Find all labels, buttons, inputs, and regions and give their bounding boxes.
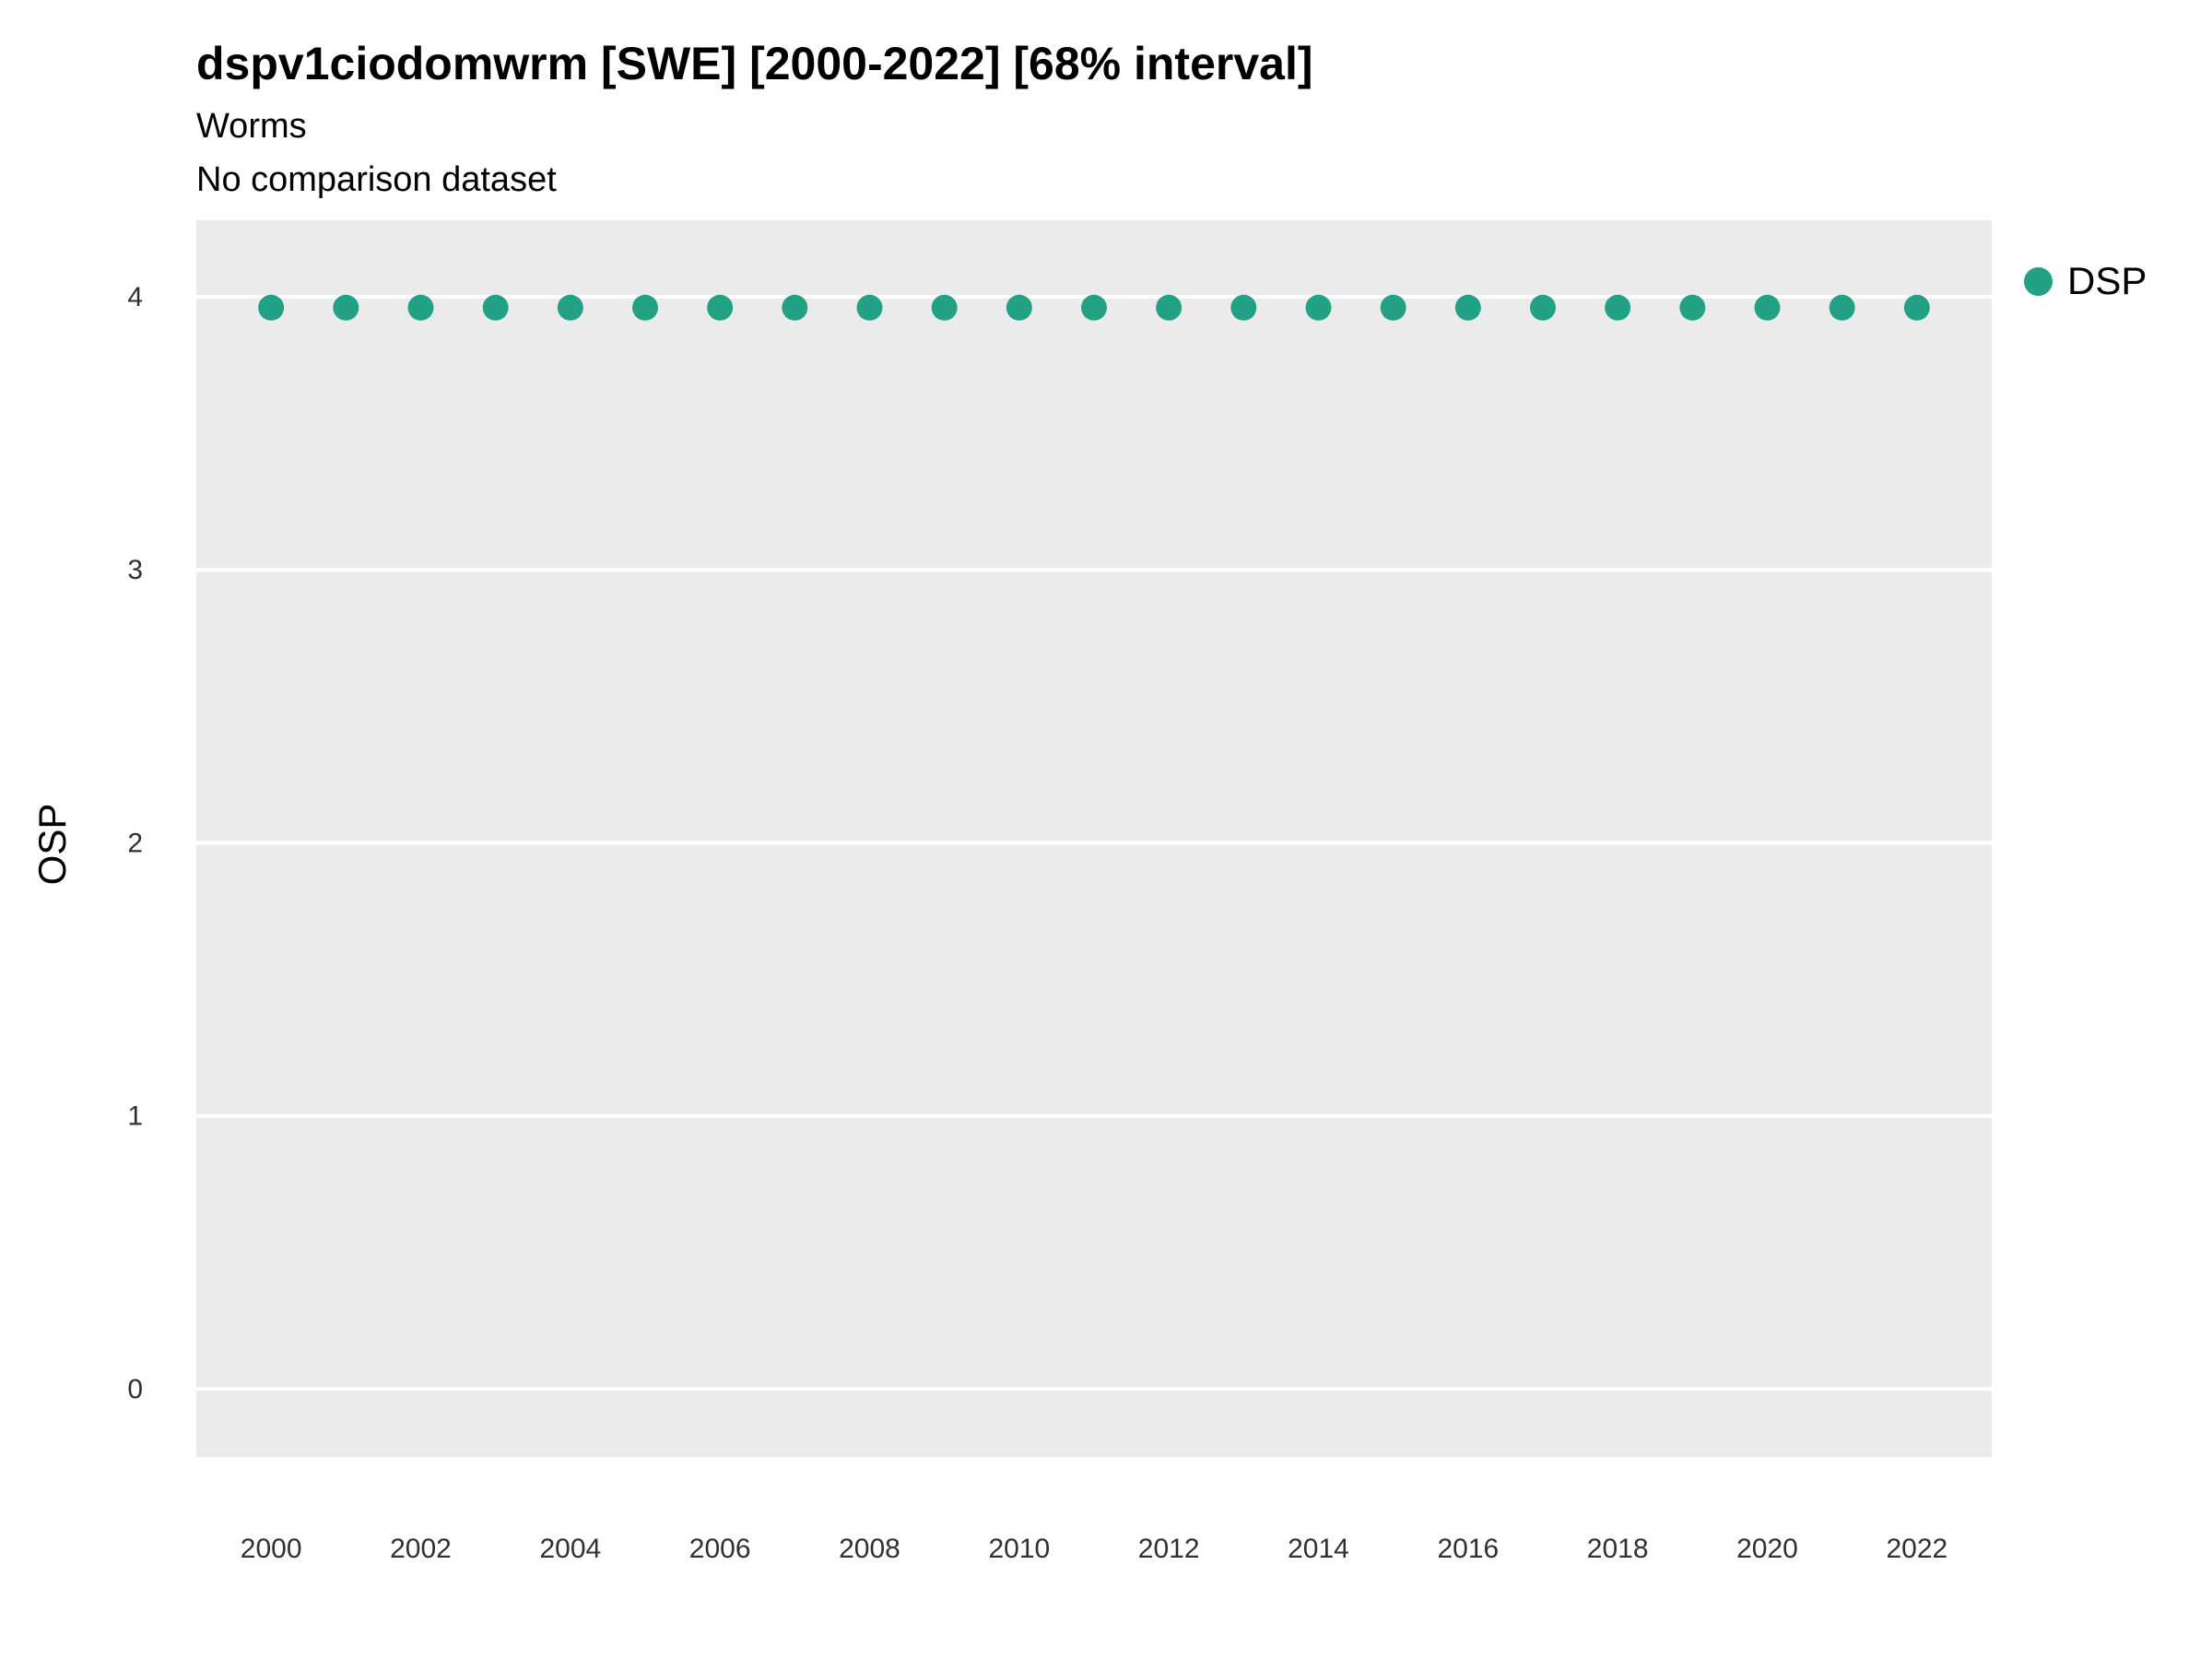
- data-point-dsp: [632, 294, 658, 321]
- x-tick-label: 2014: [1288, 1534, 1349, 1564]
- data-point-dsp: [1380, 294, 1406, 321]
- x-tick-label: 2012: [1138, 1534, 1200, 1564]
- data-point-dsp: [1006, 294, 1032, 321]
- data-point-dsp: [1605, 294, 1631, 321]
- data-point-dsp: [333, 294, 359, 321]
- data-point-dsp: [1530, 294, 1556, 321]
- data-point-dsp: [1156, 294, 1182, 321]
- y-tick-label: 2: [127, 828, 143, 858]
- data-point-dsp: [1305, 294, 1332, 321]
- x-tick-label: 2004: [539, 1534, 601, 1564]
- data-point-dsp: [1829, 294, 1855, 321]
- x-tick-label: 2022: [1886, 1534, 1947, 1564]
- chart-caption: No comparison dataset: [196, 160, 557, 199]
- data-point-dsp: [407, 294, 434, 321]
- data-point-dsp: [482, 294, 509, 321]
- data-point-dsp: [856, 294, 883, 321]
- chart-title: dspv1ciodomwrm [SWE] [2000-2022] [68% in…: [196, 38, 1313, 89]
- y-tick-label: 0: [127, 1374, 143, 1405]
- data-point-dsp: [1454, 294, 1481, 321]
- legend-marker-dsp: [2024, 266, 2053, 296]
- x-tick-label: 2020: [1736, 1534, 1798, 1564]
- x-tick-label: 2008: [839, 1534, 900, 1564]
- x-tick-label: 2006: [689, 1534, 751, 1564]
- x-tick-label: 2010: [988, 1534, 1050, 1564]
- data-point-dsp: [1754, 294, 1781, 321]
- data-point-dsp: [931, 294, 958, 321]
- chart-subtitle: Worms: [196, 107, 307, 146]
- data-point-dsp: [258, 294, 285, 321]
- x-tick-label: 2002: [390, 1534, 452, 1564]
- x-tick-label: 2016: [1437, 1534, 1499, 1564]
- data-point-dsp: [707, 294, 734, 321]
- y-tick-label: 4: [127, 282, 143, 312]
- plot-background: [196, 220, 1992, 1457]
- data-point-dsp: [557, 294, 583, 321]
- data-point-dsp: [782, 294, 808, 321]
- data-point-dsp: [1230, 294, 1257, 321]
- y-tick-label: 1: [127, 1101, 143, 1132]
- x-tick-label: 2018: [1587, 1534, 1649, 1564]
- legend: DSP: [2024, 259, 2147, 303]
- data-point-dsp: [1081, 294, 1107, 321]
- data-point-dsp: [1903, 294, 1930, 321]
- data-point-dsp: [1679, 294, 1706, 321]
- x-tick-label: 2000: [241, 1534, 302, 1564]
- legend-label-dsp: DSP: [2067, 259, 2147, 302]
- y-tick-label: 3: [127, 555, 143, 585]
